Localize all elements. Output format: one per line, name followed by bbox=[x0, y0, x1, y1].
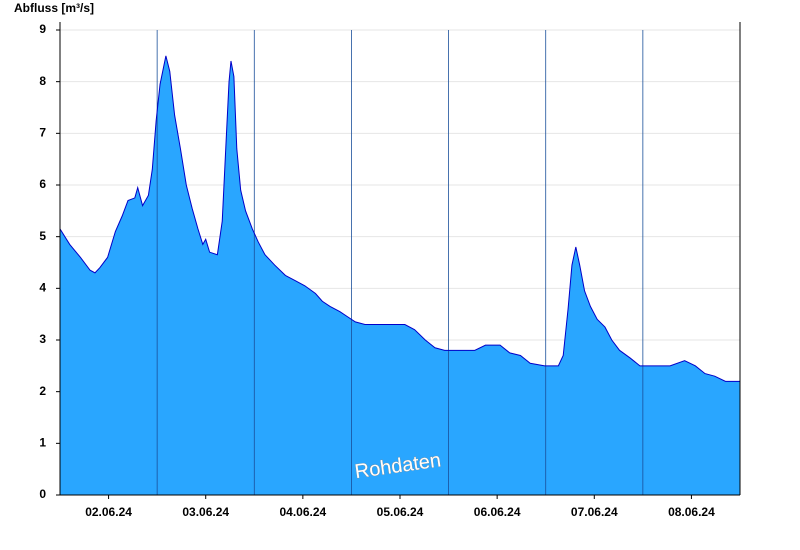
x-tick-label: 06.06.24 bbox=[474, 505, 521, 519]
y-tick-label: 4 bbox=[39, 281, 46, 295]
x-tick-label: 04.06.24 bbox=[279, 505, 326, 519]
y-tick-label: 1 bbox=[39, 436, 46, 450]
x-tick-label: 08.06.24 bbox=[668, 505, 715, 519]
y-tick-label: 9 bbox=[39, 22, 46, 36]
y-axis-label: Abfluss [m³/s] bbox=[14, 1, 94, 15]
y-tick-label: 5 bbox=[39, 229, 46, 243]
y-tick-label: 2 bbox=[39, 384, 46, 398]
x-tick-label: 02.06.24 bbox=[85, 505, 132, 519]
x-tick-label: 05.06.24 bbox=[377, 505, 424, 519]
x-tick-label: 03.06.24 bbox=[182, 505, 229, 519]
y-tick-label: 7 bbox=[39, 126, 46, 140]
area bbox=[60, 55, 740, 495]
y-tick-label: 0 bbox=[39, 487, 46, 501]
y-tick-label: 6 bbox=[39, 177, 46, 191]
y-tick-label: 3 bbox=[39, 332, 46, 346]
x-tick-label: 07.06.24 bbox=[571, 505, 618, 519]
y-tick-label: 8 bbox=[39, 74, 46, 88]
line bbox=[59, 55, 740, 382]
